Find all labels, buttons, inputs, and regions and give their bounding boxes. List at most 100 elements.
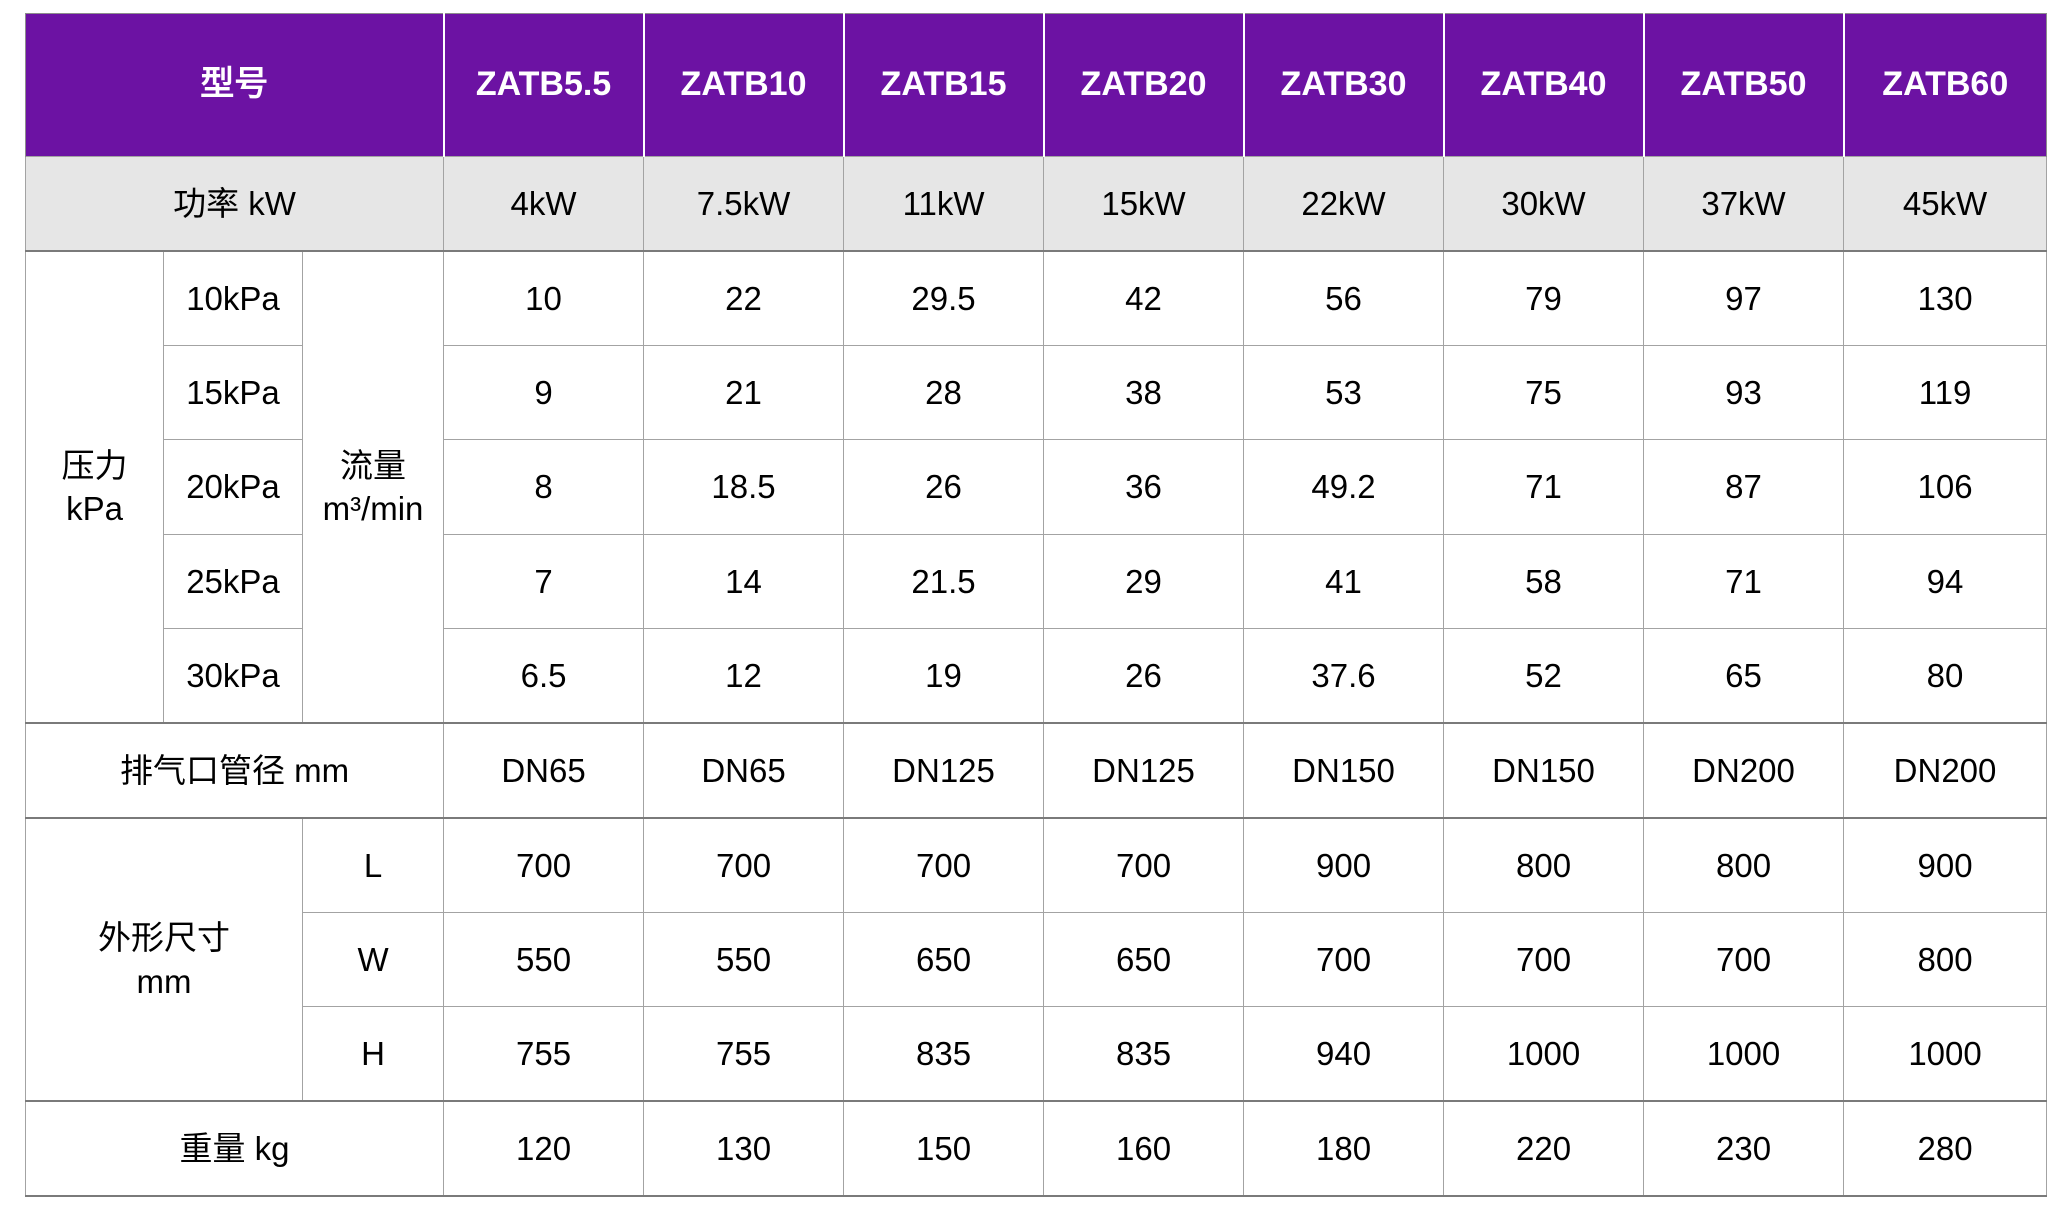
- dimension-value-cell: 1000: [1643, 1006, 1845, 1102]
- pressure-sublabel-15kpa: 15kPa: [163, 344, 303, 441]
- outlet-row: 排气口管径 mm DN65 DN65 DN125 DN125 DN150 DN150 DN2…: [24, 722, 2048, 819]
- model-header-cell: ZATB5.5: [442, 13, 645, 157]
- flow-value-cell: 37.6: [1243, 628, 1445, 724]
- flow-value-cell: 49.2: [1243, 439, 1445, 535]
- pressure-label-cell: 压力 kPa: [25, 249, 164, 724]
- weight-row: 重量 kg 120 130 150 160 180 220 230 280: [24, 1100, 2048, 1197]
- pressure-row-10kpa: 压力 kPa 10kPa 流量 m³/min 10 22 29.5 42 56 79 97 1…: [25, 249, 2048, 724]
- flow-value-cell: 65: [1643, 628, 1845, 724]
- power-value-cell: 22kW: [1243, 155, 1445, 252]
- power-value-cell: 15kW: [1043, 155, 1245, 252]
- dimension-value-cell: 940: [1243, 1006, 1445, 1102]
- pressure-sublabel-25kpa: 25kPa: [163, 533, 303, 630]
- power-value-cell: 37kW: [1643, 155, 1845, 252]
- outlet-value-cell: DN65: [643, 722, 845, 819]
- weight-value-cell: 230: [1643, 1100, 1845, 1197]
- flow-value-cell: 41: [1243, 533, 1445, 630]
- power-row: 功率 kW 4kW 7.5kW 11kW 15kW 22kW 30kW 37kW 45kW: [24, 155, 2048, 252]
- flow-value-cell: 42: [1043, 249, 1245, 346]
- weight-label-cell: 重量 kg: [24, 1100, 445, 1197]
- dimension-value-cell: 550: [443, 911, 645, 1008]
- flow-value-cell: 97: [1643, 249, 1845, 346]
- pressure-label-line1: 压力: [61, 446, 128, 484]
- model-header-cell: ZATB40: [1442, 13, 1645, 157]
- dimension-value-cell: 700: [443, 816, 645, 913]
- weight-value-cell: 280: [1843, 1100, 2048, 1197]
- flow-value-cell: 106: [1843, 439, 2048, 535]
- flow-value-cell: 9: [443, 344, 645, 441]
- power-value-cell: 7.5kW: [643, 155, 845, 252]
- dimension-value-cell: 800: [1643, 816, 1845, 913]
- dimension-value-cell: 550: [643, 911, 845, 1008]
- power-label-cell: 功率 kW: [24, 155, 445, 252]
- flow-value-cell: 71: [1643, 533, 1845, 630]
- dimension-row-w: W 550 550 650 650 700 700 700 800: [26, 911, 2048, 1008]
- dimension-sublabel-h: H: [301, 1006, 445, 1102]
- table-header-row: 型号 ZATB5.5 ZATB10 ZATB15 ZATB20 ZATB30 ZATB40…: [24, 13, 2048, 157]
- dimension-value-cell: 1000: [1443, 1006, 1645, 1102]
- flow-value-cell: 75: [1443, 344, 1645, 441]
- model-header-cell: ZATB10: [642, 13, 845, 157]
- flow-value-cell: 29: [1043, 533, 1245, 630]
- model-header-cell: ZATB20: [1042, 13, 1245, 157]
- flow-label-cell: 流量 m³/min: [301, 249, 445, 724]
- dimension-value-cell: 835: [843, 1006, 1045, 1102]
- dimension-value-cell: 900: [1843, 816, 2048, 913]
- model-header-cell: ZATB50: [1642, 13, 1845, 157]
- flow-value-cell: 38: [1043, 344, 1245, 441]
- weight-value-cell: 220: [1443, 1100, 1645, 1197]
- flow-label-line2: m³/min: [322, 490, 424, 528]
- outlet-value-cell: DN150: [1443, 722, 1645, 819]
- flow-value-cell: 119: [1843, 344, 2048, 441]
- weight-value-cell: 160: [1043, 1100, 1245, 1197]
- flow-value-cell: 93: [1643, 344, 1845, 441]
- flow-value-cell: 10: [443, 249, 645, 346]
- pressure-sublabel-10kpa: 10kPa: [163, 249, 303, 346]
- model-header-cell: ZATB30: [1242, 13, 1445, 157]
- dimensions-label-cell: 外形尺寸 mm: [25, 816, 303, 1102]
- dimension-value-cell: 835: [1043, 1006, 1245, 1102]
- outlet-label-cell: 排气口管径 mm: [24, 722, 445, 819]
- power-value-cell: 30kW: [1443, 155, 1645, 252]
- model-header-cell: ZATB15: [842, 13, 1045, 157]
- outlet-value-cell: DN200: [1643, 722, 1845, 819]
- flow-value-cell: 26: [843, 439, 1045, 535]
- dimension-value-cell: 755: [643, 1006, 845, 1102]
- flow-value-cell: 52: [1443, 628, 1645, 724]
- dimension-value-cell: 700: [1043, 816, 1245, 913]
- dimension-value-cell: 900: [1243, 816, 1445, 913]
- flow-value-cell: 87: [1643, 439, 1845, 535]
- weight-value-cell: 150: [843, 1100, 1045, 1197]
- power-value-cell: 11kW: [843, 155, 1045, 252]
- weight-value-cell: 120: [443, 1100, 645, 1197]
- dimension-value-cell: 700: [1443, 911, 1645, 1008]
- flow-value-cell: 6.5: [443, 628, 645, 724]
- flow-value-cell: 12: [643, 628, 845, 724]
- pressure-row-25kpa: 25kPa 7 14 21.5 29 41 58 71 94: [26, 533, 2048, 630]
- flow-value-cell: 56: [1243, 249, 1445, 346]
- dimension-row-h: H 755 755 835 835 940 1000 1000 1000: [26, 1006, 2048, 1102]
- outlet-value-cell: DN125: [1043, 722, 1245, 819]
- pressure-row-15kpa: 15kPa 9 21 28 38 53 75 93 119: [26, 344, 2048, 441]
- dimension-value-cell: 700: [1243, 911, 1445, 1008]
- pressure-sublabel-30kpa: 30kPa: [163, 628, 303, 724]
- dimension-value-cell: 700: [1643, 911, 1845, 1008]
- flow-value-cell: 18.5: [643, 439, 845, 535]
- dimension-value-cell: 650: [1043, 911, 1245, 1008]
- pressure-sublabel-20kpa: 20kPa: [163, 439, 303, 535]
- dimensions-label-line2: mm: [136, 962, 192, 1000]
- model-header-cell: ZATB60: [1842, 13, 2048, 157]
- outlet-value-cell: DN150: [1243, 722, 1445, 819]
- flow-value-cell: 71: [1443, 439, 1645, 535]
- flow-label-line1: 流量: [340, 446, 407, 484]
- pressure-label-line2: kPa: [66, 490, 123, 528]
- spec-table: 型号 ZATB5.5 ZATB10 ZATB15 ZATB20 ZATB30 ZATB40…: [24, 13, 2048, 1197]
- outlet-value-cell: DN200: [1843, 722, 2048, 819]
- flow-value-cell: 19: [843, 628, 1045, 724]
- dimension-value-cell: 800: [1843, 911, 2048, 1008]
- flow-value-cell: 80: [1843, 628, 2048, 724]
- dimension-value-cell: 755: [443, 1006, 645, 1102]
- flow-value-cell: 79: [1443, 249, 1645, 346]
- outlet-value-cell: DN125: [843, 722, 1045, 819]
